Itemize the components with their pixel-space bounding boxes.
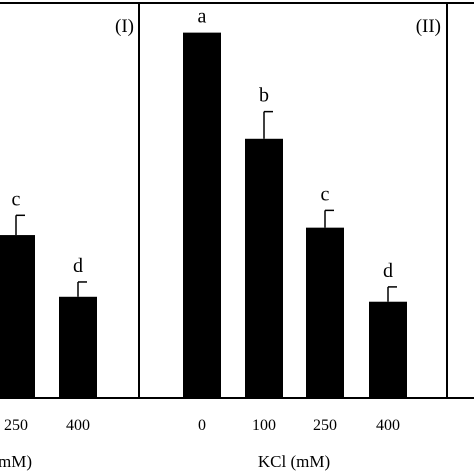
panel-ii-bar-0 [183,32,221,398]
panel-ii-label: (II) [416,16,441,37]
panel-i-bar-250 [0,235,35,398]
panel-ii-ticks: 0 100 250 400 [198,417,400,434]
panel-i-significance-letter-250: c [12,188,21,210]
panel-ii-tick-label-0: 0 [198,417,206,434]
panel-i-bars: cd [0,188,97,398]
panel-ii-tick-label-400: 400 [376,417,400,434]
panel-i-ticks: 250 400 [4,417,90,434]
panel-i-x-axis-title: mM) [0,452,32,471]
panel-i-significance-letter-400: d [73,255,83,277]
panel-i-tick-label-250: 250 [4,417,28,434]
panel-i-label: (I) [115,16,134,37]
panel-i: (I) cd 250 400 mM) [0,2,140,471]
panel-ii-tick-label-250: 250 [313,417,337,434]
panel-ii-bar-250 [306,227,344,398]
panel-ii-x-axis-title: KCl (mM) [258,452,330,471]
panel-ii-significance-letter-250: c [321,183,330,205]
panel-ii-bars: a b c d [183,6,407,398]
panel-ii: (II) a b c d 0 100 250 400 KCl (mM) [139,2,474,471]
panel-ii-bar-400 [369,301,407,398]
panel-i-tick-label-400: 400 [66,417,90,434]
panel-ii-significance-letter-0: a [198,6,207,28]
panel-ii-significance-letter-100: b [259,85,269,107]
panel-ii-significance-letter-400: d [383,260,393,282]
panel-ii-bar-100 [245,138,283,398]
panel-i-bar-400 [59,296,97,398]
panel-ii-tick-label-100: 100 [252,417,276,434]
